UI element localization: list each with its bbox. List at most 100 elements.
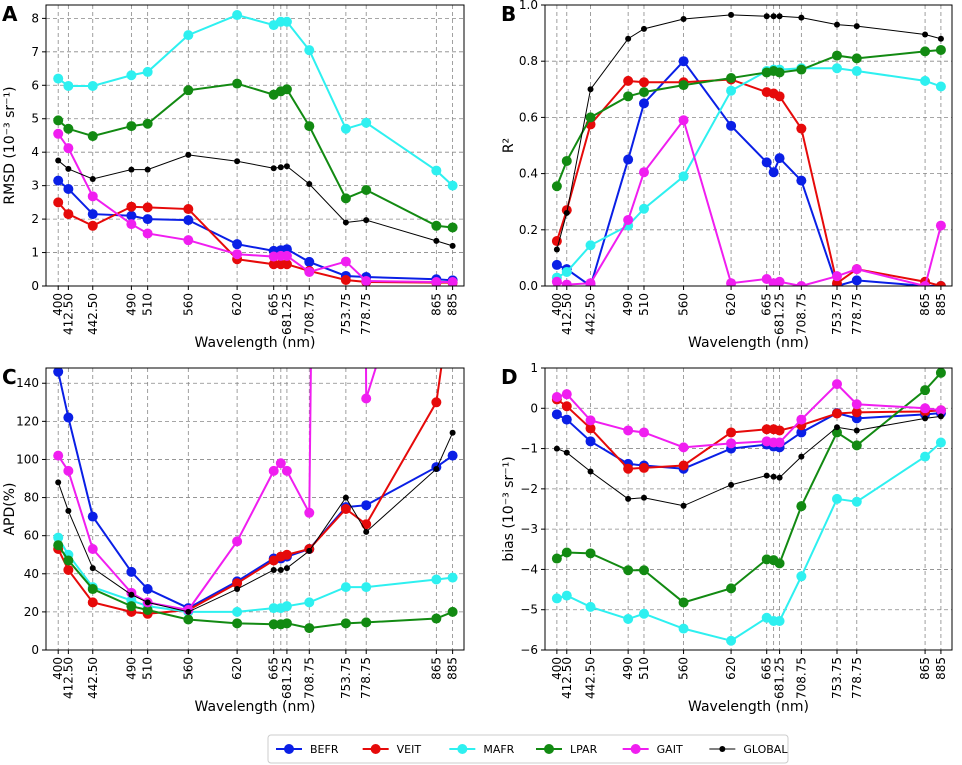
x-tick-label: 665 — [267, 293, 281, 316]
marker — [935, 437, 946, 448]
marker — [587, 86, 594, 93]
y-tick-label: 0.4 — [519, 167, 538, 181]
marker — [53, 175, 64, 186]
marker — [87, 209, 98, 220]
marker — [796, 175, 807, 186]
marker — [361, 617, 372, 628]
marker — [774, 276, 785, 286]
marker — [232, 618, 243, 629]
x-tick-label: 778.75 — [359, 293, 373, 335]
x-tick-label: 681.25 — [280, 293, 294, 335]
marker — [585, 415, 596, 426]
marker — [63, 80, 74, 91]
y-tick-label: 7 — [31, 45, 39, 59]
marker — [183, 85, 194, 96]
marker — [763, 13, 770, 20]
marker — [433, 465, 440, 472]
marker — [851, 399, 862, 410]
panel-label: B — [501, 2, 516, 26]
marker — [65, 507, 72, 514]
marker — [304, 597, 315, 608]
marker — [87, 544, 98, 555]
marker — [551, 392, 562, 403]
x-tick-label: 778.75 — [850, 293, 864, 335]
marker — [433, 237, 440, 244]
y-tick-label: 20 — [24, 605, 39, 619]
x-tick-label: 400 — [550, 293, 564, 316]
marker — [638, 203, 649, 214]
x-tick-label: 681.25 — [773, 657, 787, 699]
y-tick-label: 5 — [31, 112, 39, 126]
y-tick-label: 1.0 — [519, 0, 538, 12]
marker — [431, 220, 442, 231]
marker — [283, 163, 290, 170]
marker — [144, 166, 151, 173]
marker — [774, 425, 785, 436]
marker — [796, 281, 807, 286]
y-tick-label: −4 — [520, 562, 538, 576]
y-axis-label: RMSD (10⁻³ sr⁻¹) — [2, 86, 18, 204]
x-axis-label: Wavelength (nm) — [195, 699, 316, 715]
x-tick-label: 708.75 — [302, 293, 316, 335]
marker — [623, 214, 634, 225]
marker — [87, 220, 98, 231]
marker — [340, 256, 351, 267]
marker — [563, 449, 570, 456]
marker — [281, 84, 292, 95]
series-line — [57, 154, 453, 247]
series-line — [555, 78, 942, 286]
series-line — [556, 412, 941, 470]
marker — [128, 591, 135, 598]
legend-box — [267, 734, 789, 764]
marker — [638, 427, 649, 438]
marker — [561, 266, 572, 277]
legend-marker — [630, 744, 641, 754]
marker — [851, 264, 862, 275]
marker — [53, 115, 64, 126]
marker — [87, 131, 98, 142]
marker — [281, 601, 292, 612]
x-axis-label: Wavelength (nm) — [688, 335, 809, 351]
marker — [851, 66, 862, 77]
y-tick-label: 80 — [24, 491, 39, 505]
marker — [920, 281, 931, 286]
marker — [53, 532, 64, 543]
marker — [551, 276, 562, 286]
x-tick-label: 665 — [760, 657, 774, 680]
marker — [53, 368, 64, 377]
x-tick-label: 490 — [621, 657, 635, 680]
legend-label: VEIT — [397, 743, 422, 756]
marker — [851, 496, 862, 507]
x-tick-label: 665 — [267, 657, 281, 680]
x-tick-label: 490 — [621, 293, 635, 316]
marker — [774, 153, 785, 164]
marker — [920, 385, 931, 396]
marker — [726, 85, 737, 96]
marker — [640, 25, 647, 32]
marker — [306, 547, 313, 554]
marker — [623, 75, 634, 86]
marker — [87, 191, 98, 202]
marker — [87, 584, 98, 595]
x-tick-label: 865 — [429, 293, 443, 316]
marker — [623, 463, 634, 474]
marker — [796, 123, 807, 134]
marker — [761, 157, 772, 168]
series-line — [556, 372, 942, 604]
x-tick-label: 490 — [124, 657, 138, 680]
marker — [63, 183, 74, 194]
marker — [623, 425, 634, 436]
marker — [340, 582, 351, 593]
marker — [851, 53, 862, 64]
marker — [361, 500, 372, 511]
y-tick-label: −6 — [520, 643, 538, 657]
y-tick-label: 1 — [31, 246, 39, 260]
axes-frame — [544, 367, 953, 651]
marker — [277, 566, 284, 573]
marker — [361, 184, 372, 195]
marker — [144, 599, 151, 606]
marker — [680, 16, 687, 23]
x-tick-label: 753.75 — [830, 657, 844, 699]
marker — [87, 597, 98, 608]
marker — [126, 70, 137, 81]
